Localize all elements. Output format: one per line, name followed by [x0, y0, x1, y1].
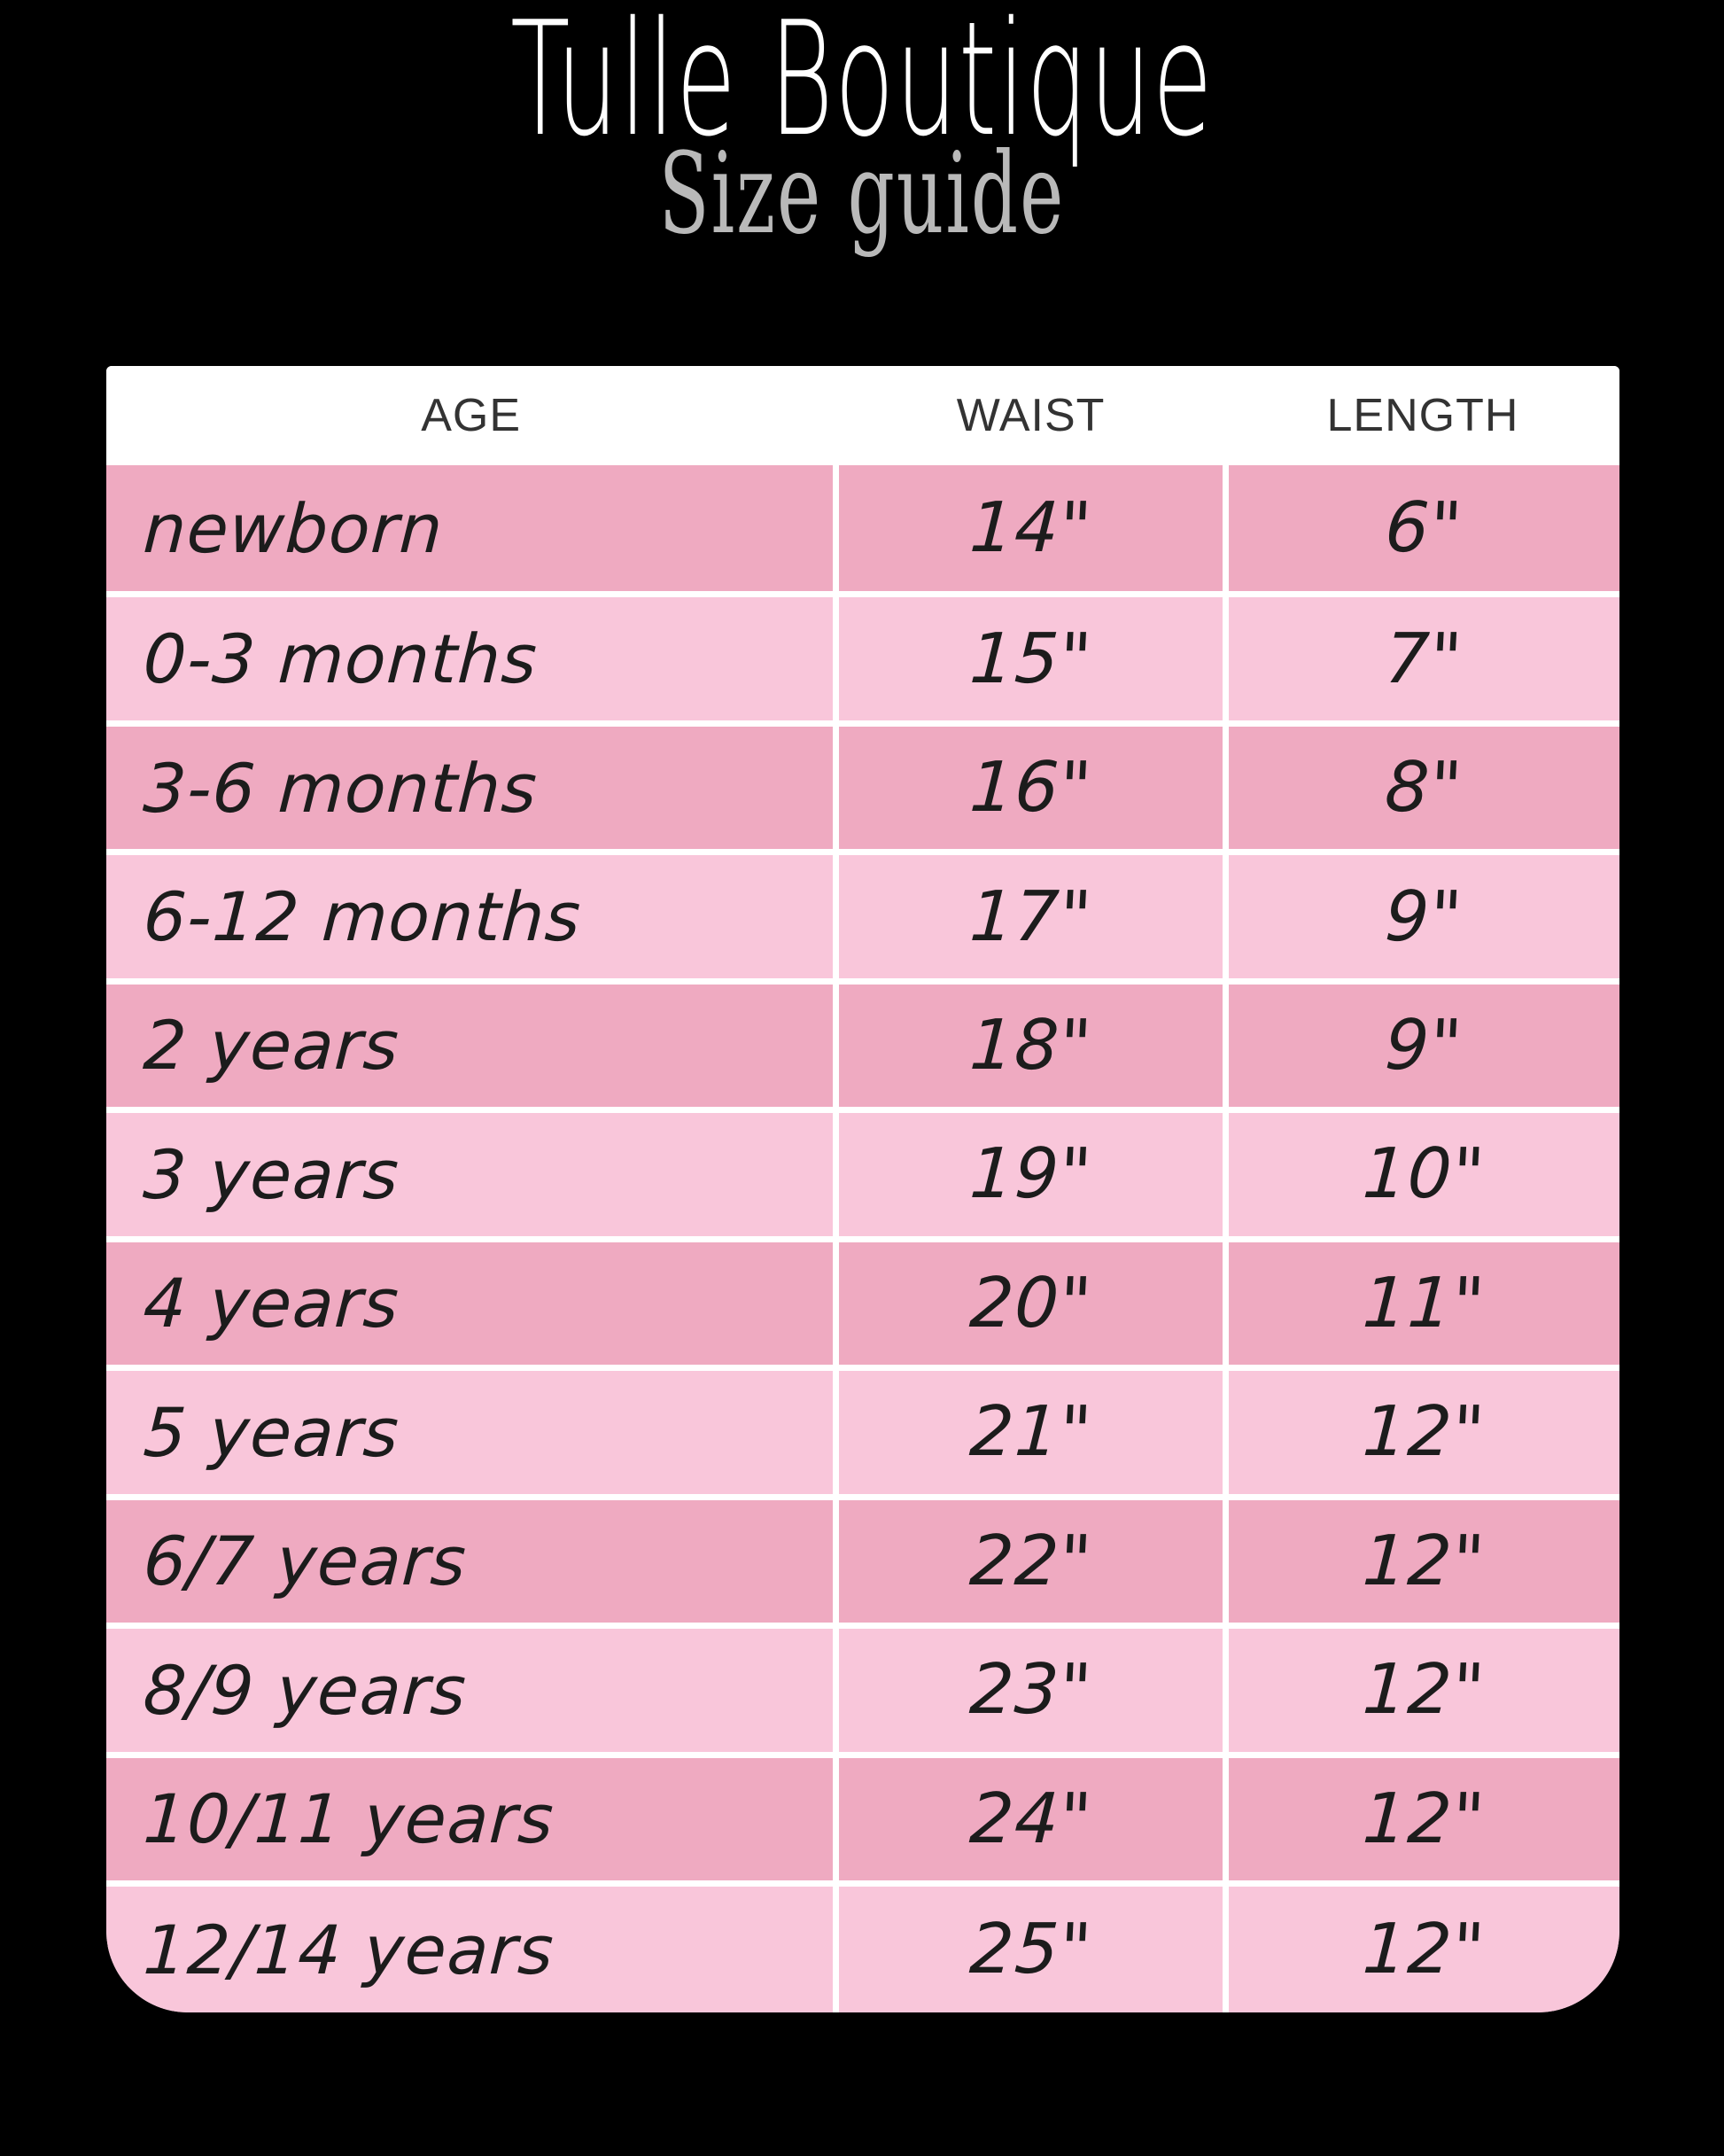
cell-length-text: 7" [1383, 619, 1465, 699]
cell-length: 7" [1225, 594, 1619, 727]
cell-waist-text: 14" [967, 488, 1094, 569]
cell-length: 9" [1225, 981, 1619, 1114]
cell-age: 2 years [106, 981, 839, 1114]
size-guide-table: AGE WAIST LENGTH newborn 14" 6" 0-3 months 1… [106, 366, 1619, 2012]
table-row: 10/11 years 24" 12" [106, 1755, 1619, 1887]
cell-waist: 19" [835, 1109, 1230, 1242]
cell-waist: 17" [835, 852, 1230, 985]
cell-age-text: 4 years [141, 1264, 402, 1343]
brand-title: Tulle Boutique [510, 0, 1214, 171]
table-row: 2 years 18" 9" [106, 981, 1619, 1114]
cell-length: 12" [1225, 1497, 1619, 1630]
cell-length-text: 9" [1383, 1005, 1465, 1086]
cell-age: 8/9 years [106, 1625, 839, 1758]
cell-waist-text: 24" [967, 1779, 1094, 1859]
cell-length-text: 12" [1361, 1910, 1488, 1989]
cell-length-text: 12" [1361, 1392, 1488, 1473]
cell-length: 9" [1225, 852, 1619, 985]
cell-waist: 23" [835, 1625, 1230, 1758]
cell-waist: 16" [835, 723, 1230, 856]
cell-age: 12/14 years [106, 1883, 839, 2012]
cell-age: 3-6 months [106, 723, 839, 856]
cell-length: 6" [1225, 465, 1619, 598]
cell-age-text: 0-3 months [141, 619, 540, 699]
cell-length-text: 12" [1361, 1779, 1488, 1859]
cell-waist-text: 18" [967, 1005, 1094, 1086]
table-row: 12/14 years 25" 12" [106, 1883, 1619, 2012]
table-row: 3-6 months 16" 8" [106, 723, 1619, 856]
cell-waist-text: 25" [967, 1910, 1094, 1989]
column-header-length: LENGTH [1225, 366, 1619, 466]
cell-age: 3 years [106, 1109, 839, 1242]
column-header-age: AGE [106, 366, 836, 466]
cell-length-text: 6" [1383, 488, 1465, 569]
cell-age-text: 10/11 years [141, 1779, 556, 1859]
cell-waist-text: 15" [967, 619, 1094, 699]
cell-age-text: 3 years [141, 1134, 402, 1214]
cell-length-text: 10" [1361, 1134, 1488, 1215]
cell-waist-text: 22" [967, 1521, 1094, 1601]
title-block: Tulle Boutique Size guide [0, 0, 1724, 250]
cell-age: 5 years [106, 1367, 839, 1500]
cell-age-text: 6-12 months [141, 877, 584, 956]
cell-length: 12" [1225, 1755, 1619, 1887]
cell-age-text: 3-6 months [141, 748, 540, 828]
cell-waist: 15" [835, 594, 1230, 727]
cell-age-text: 8/9 years [141, 1650, 469, 1730]
cell-waist-text: 19" [967, 1134, 1094, 1215]
cell-age: 4 years [106, 1239, 839, 1372]
cell-age: newborn [106, 465, 839, 598]
cell-waist: 18" [835, 981, 1230, 1114]
table-row: 0-3 months 15" 7" [106, 594, 1619, 727]
cell-length: 11" [1225, 1239, 1619, 1372]
table-row: newborn 14" 6" [106, 465, 1619, 598]
cell-age: 10/11 years [106, 1755, 839, 1887]
cell-length-text: 8" [1383, 748, 1465, 829]
table-header-row: AGE WAIST LENGTH [106, 366, 1619, 466]
cell-waist: 14" [835, 465, 1230, 598]
table-row: 3 years 19" 10" [106, 1109, 1619, 1242]
cell-length-text: 12" [1361, 1521, 1488, 1601]
cell-waist-text: 17" [967, 876, 1094, 957]
column-header-waist: WAIST [835, 366, 1226, 466]
cell-length-text: 12" [1361, 1650, 1488, 1731]
table-row: 6-12 months 17" 9" [106, 852, 1619, 985]
cell-age-text: 2 years [141, 1006, 402, 1086]
table-row: 6/7 years 22" 12" [106, 1497, 1619, 1630]
cell-waist: 20" [835, 1239, 1230, 1372]
cell-length: 8" [1225, 723, 1619, 856]
cell-waist-text: 16" [967, 748, 1094, 829]
cell-waist-text: 23" [967, 1650, 1094, 1731]
cell-waist: 22" [835, 1497, 1230, 1630]
cell-waist-text: 21" [967, 1392, 1094, 1473]
cell-age-text: newborn [141, 488, 446, 568]
cell-length: 12" [1225, 1625, 1619, 1758]
cell-age: 6/7 years [106, 1497, 839, 1630]
cell-age: 0-3 months [106, 594, 839, 727]
cell-length: 12" [1225, 1367, 1619, 1500]
page-subtitle: Size guide [658, 128, 1066, 259]
table-row: 5 years 21" 12" [106, 1367, 1619, 1500]
cell-length-text: 11" [1361, 1263, 1488, 1343]
cell-age-text: 5 years [141, 1392, 402, 1472]
table-row: 8/9 years 23" 12" [106, 1625, 1619, 1758]
cell-length: 10" [1225, 1109, 1619, 1242]
cell-length: 12" [1225, 1883, 1619, 2012]
size-guide-card: AGE WAIST LENGTH newborn 14" 6" 0-3 months 1… [106, 366, 1619, 2012]
cell-waist: 21" [835, 1367, 1230, 1500]
table-row: 4 years 20" 11" [106, 1239, 1619, 1372]
cell-waist: 24" [835, 1755, 1230, 1887]
cell-length-text: 9" [1383, 876, 1465, 957]
cell-waist-text: 20" [967, 1263, 1094, 1343]
cell-age-text: 6/7 years [141, 1522, 469, 1601]
cell-age: 6-12 months [106, 852, 839, 985]
cell-waist: 25" [835, 1883, 1230, 2012]
cell-age-text: 12/14 years [141, 1910, 556, 1989]
